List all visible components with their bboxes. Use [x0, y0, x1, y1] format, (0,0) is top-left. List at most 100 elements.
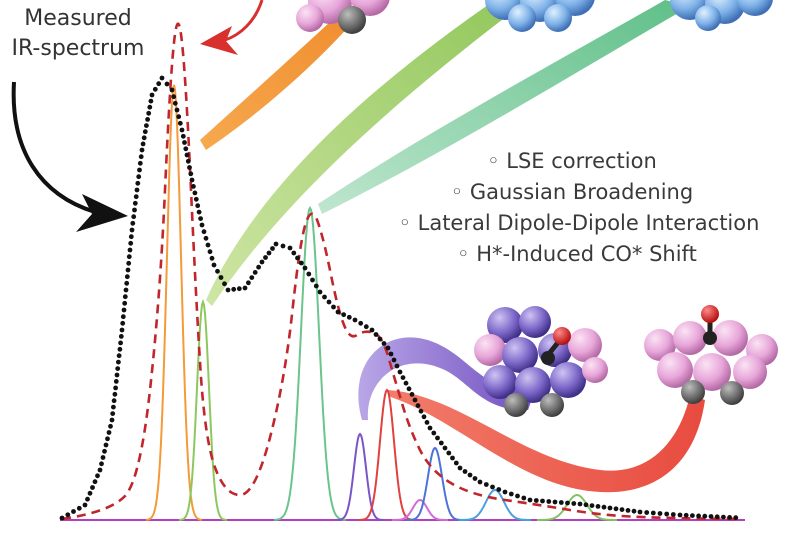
measured-dot	[397, 369, 403, 375]
measured-dot	[490, 484, 495, 490]
measured-dot	[164, 81, 170, 87]
measured-dot	[565, 500, 570, 506]
peak-purple	[335, 432, 385, 521]
measured-dot	[171, 94, 177, 100]
measured-dot	[125, 267, 131, 273]
measured-dot	[363, 324, 369, 330]
measured-dot	[132, 207, 137, 213]
measured-dot	[132, 200, 138, 206]
measured-dot	[721, 514, 726, 520]
measured-dot	[418, 408, 424, 414]
measured-dot	[179, 127, 185, 133]
measured-dot	[291, 250, 297, 256]
measured-dot	[193, 196, 199, 202]
peak-green	[273, 205, 347, 521]
measured-dot	[613, 506, 619, 512]
correction-item-3: ◦ Lateral Dipole-Dipole Interaction	[399, 211, 760, 235]
measured-dot	[201, 229, 207, 235]
measured-dot	[521, 495, 527, 501]
ribbon-orange	[200, 8, 360, 150]
ribbon-red	[388, 390, 705, 493]
measured-dot	[298, 260, 304, 266]
measured-dot	[97, 467, 103, 473]
measured-dot	[140, 141, 146, 147]
measured-spectrum-dots	[59, 75, 739, 521]
cluster-violet	[474, 306, 608, 417]
measured-dot	[87, 490, 93, 496]
measured-dot	[502, 489, 508, 495]
measured-dot	[631, 508, 637, 514]
measured-dot	[702, 513, 708, 519]
measured-dot	[435, 435, 440, 441]
measured-dot	[136, 174, 142, 180]
measured-dot	[242, 285, 248, 291]
measured-dot	[172, 100, 178, 106]
measured-dot	[394, 363, 400, 369]
measured-dot	[558, 500, 564, 505]
measured-dot	[144, 123, 149, 128]
measured-dot	[127, 247, 133, 253]
measured-dot	[184, 152, 190, 158]
measured-dot	[129, 227, 135, 233]
measured-dot	[103, 442, 109, 448]
measured-dot	[415, 403, 421, 408]
ribbon-teal	[318, 0, 690, 214]
measured-dot	[302, 265, 308, 271]
measured-dot	[191, 184, 196, 189]
measured-dot	[149, 92, 155, 98]
measured-dot	[102, 448, 107, 454]
measured-dot	[409, 392, 415, 397]
measured-dot	[152, 86, 158, 92]
cluster-top-blue	[485, 0, 595, 32]
measured-dot	[424, 420, 430, 425]
measured-dot	[650, 510, 656, 516]
measured-dot	[139, 147, 145, 153]
measured-dot	[571, 501, 577, 506]
measured-dot	[95, 473, 100, 479]
measured-dot	[147, 104, 153, 110]
measured-dot	[156, 81, 162, 87]
measured-dot	[114, 372, 120, 378]
measured-dot	[322, 294, 327, 300]
measured-dot	[118, 340, 123, 346]
measured-dot	[159, 75, 165, 81]
measured-dot	[403, 380, 409, 386]
peak-blue	[407, 446, 463, 521]
measured-dot	[215, 268, 220, 274]
measured-dot	[120, 314, 126, 320]
measured-label-line1: Measured	[24, 6, 131, 31]
measured-dot	[106, 430, 112, 435]
measured-dot	[249, 275, 255, 280]
measured-dot	[346, 314, 352, 320]
measured-dot	[326, 299, 332, 305]
measured-dot	[117, 346, 123, 352]
measured-dot	[317, 289, 323, 295]
measured-dot	[231, 286, 237, 292]
measured-dot	[427, 425, 433, 431]
measured-dot	[406, 386, 412, 392]
measured-dot	[236, 286, 242, 292]
measured-dot	[112, 391, 118, 397]
measured-dot	[145, 117, 151, 122]
measured-dot	[141, 135, 147, 141]
measured-dot	[180, 133, 186, 139]
measured-dot	[211, 262, 217, 268]
measured-dot	[352, 317, 358, 323]
measured-dot	[496, 487, 502, 492]
measured-dot	[195, 203, 201, 209]
measured-dot	[377, 336, 383, 342]
measured-dot	[205, 242, 211, 248]
measured-dot	[373, 332, 379, 337]
measured-dot	[589, 503, 595, 508]
cluster-top-pink	[296, 0, 390, 34]
measured-dot	[222, 281, 227, 287]
measured-dot	[192, 190, 198, 196]
measured-dot	[313, 283, 319, 289]
measured-dot	[457, 465, 463, 471]
measured-dot	[146, 110, 152, 116]
measured-dot	[431, 430, 437, 436]
measured-dot	[199, 222, 205, 228]
measured-dot	[148, 98, 154, 104]
measured-dot	[381, 341, 387, 346]
